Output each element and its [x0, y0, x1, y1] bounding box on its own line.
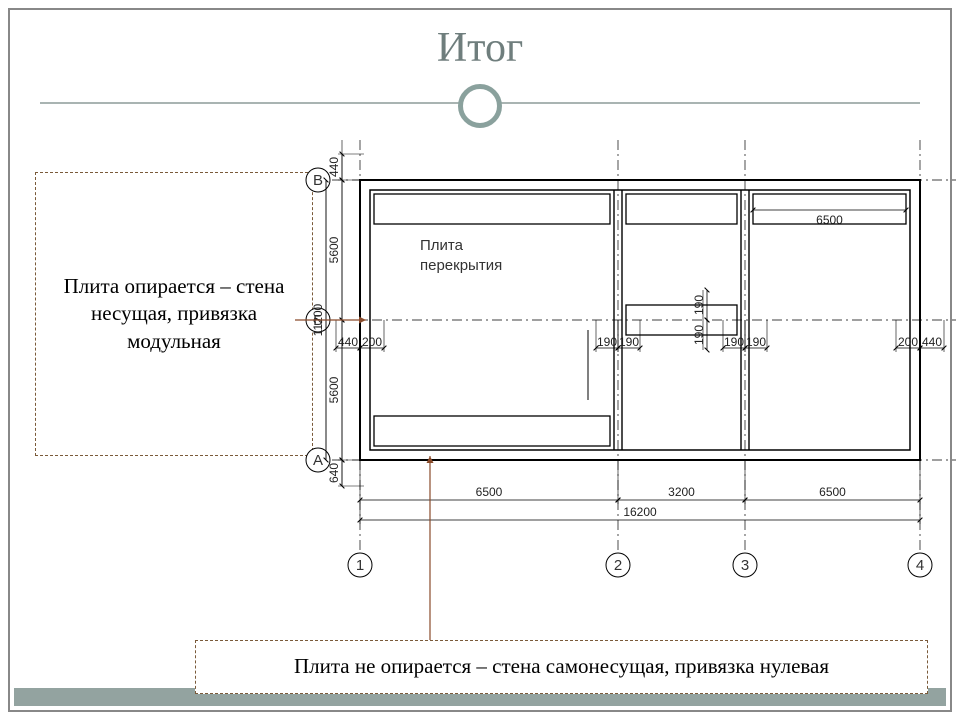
svg-text:16200: 16200	[623, 505, 657, 519]
svg-text:190: 190	[597, 335, 617, 349]
svg-text:4: 4	[916, 557, 924, 574]
svg-text:190: 190	[724, 335, 744, 349]
svg-text:5600: 5600	[327, 376, 341, 403]
svg-text:440: 440	[922, 335, 942, 349]
svg-text:190: 190	[692, 325, 706, 345]
svg-text:2: 2	[614, 557, 622, 574]
svg-text:6500: 6500	[476, 485, 503, 499]
svg-text:перекрытия: перекрытия	[420, 257, 502, 274]
svg-text:6500: 6500	[816, 213, 843, 227]
svg-text:1: 1	[356, 557, 364, 574]
svg-text:3: 3	[741, 557, 749, 574]
svg-text:6500: 6500	[819, 485, 846, 499]
svg-text:3200: 3200	[668, 485, 695, 499]
svg-text:190: 190	[692, 295, 706, 315]
svg-text:5600: 5600	[327, 236, 341, 263]
svg-text:А: А	[313, 452, 323, 469]
svg-text:В: В	[313, 172, 323, 189]
svg-text:190: 190	[619, 335, 639, 349]
plan-drawing: ПлитаперекрытияВБА1234440560056006401120…	[0, 0, 960, 720]
svg-text:200: 200	[898, 335, 918, 349]
svg-text:200: 200	[362, 335, 382, 349]
svg-text:640: 640	[327, 463, 341, 483]
svg-text:190: 190	[746, 335, 766, 349]
svg-text:Плита: Плита	[420, 237, 464, 254]
svg-text:440: 440	[327, 157, 341, 177]
svg-text:440: 440	[338, 335, 358, 349]
